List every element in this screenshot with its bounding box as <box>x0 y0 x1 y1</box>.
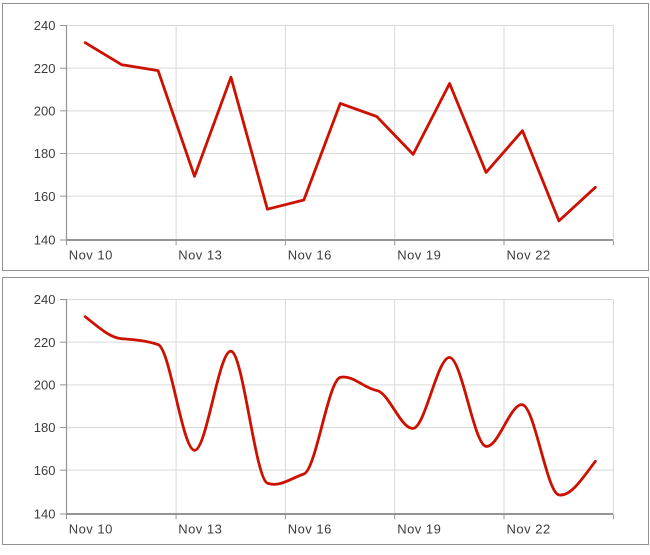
svg-text:Nov 22: Nov 22 <box>506 248 550 263</box>
svg-text:Nov 16: Nov 16 <box>288 522 332 537</box>
svg-text:Nov 19: Nov 19 <box>397 522 441 537</box>
svg-text:200: 200 <box>34 378 56 393</box>
svg-text:240: 240 <box>34 292 56 307</box>
svg-text:140: 140 <box>34 507 56 522</box>
svg-text:220: 220 <box>34 335 56 350</box>
svg-text:220: 220 <box>34 61 56 76</box>
svg-text:160: 160 <box>34 463 56 478</box>
svg-text:Nov 13: Nov 13 <box>178 522 222 537</box>
svg-text:200: 200 <box>34 104 56 119</box>
svg-text:160: 160 <box>34 189 56 204</box>
svg-text:140: 140 <box>34 233 56 248</box>
svg-text:180: 180 <box>34 420 56 435</box>
svg-text:180: 180 <box>34 146 56 161</box>
svg-text:Nov 16: Nov 16 <box>288 248 332 263</box>
svg-text:Nov 19: Nov 19 <box>397 248 441 263</box>
svg-text:Nov 13: Nov 13 <box>178 248 222 263</box>
svg-text:240: 240 <box>34 18 56 33</box>
svg-text:Nov 22: Nov 22 <box>506 522 550 537</box>
svg-text:Nov 10: Nov 10 <box>69 248 113 263</box>
svg-text:Nov 10: Nov 10 <box>69 522 113 537</box>
